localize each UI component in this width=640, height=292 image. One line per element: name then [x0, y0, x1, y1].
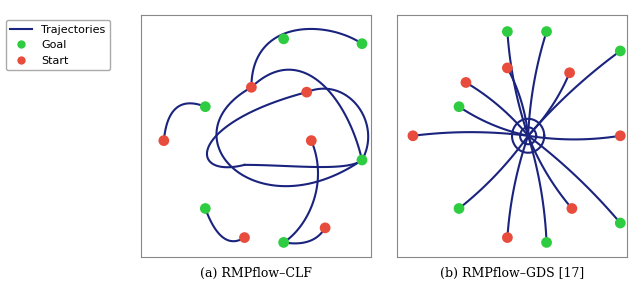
Point — [301, 90, 312, 95]
Point — [502, 235, 513, 240]
Point — [454, 104, 464, 109]
Point — [159, 138, 169, 143]
Point — [615, 133, 625, 138]
Point — [246, 85, 257, 90]
Point — [239, 235, 250, 240]
Point — [615, 49, 625, 53]
Point — [357, 41, 367, 46]
Point — [541, 29, 552, 34]
Point — [454, 206, 464, 211]
Point — [278, 240, 289, 245]
Point — [408, 133, 418, 138]
Point — [564, 70, 575, 75]
Text: (a) RMPflow–CLF: (a) RMPflow–CLF — [200, 267, 312, 280]
Point — [502, 29, 513, 34]
Point — [541, 240, 552, 245]
Point — [567, 206, 577, 211]
Point — [461, 80, 471, 85]
Point — [357, 158, 367, 162]
Point — [502, 66, 513, 70]
Point — [320, 225, 330, 230]
Point — [615, 221, 625, 225]
Text: (b) RMPflow–GDS [17]: (b) RMPflow–GDS [17] — [440, 267, 584, 280]
Point — [306, 138, 316, 143]
Legend: Trajectories, Goal, Start: Trajectories, Goal, Start — [6, 20, 110, 70]
Point — [200, 104, 211, 109]
Point — [200, 206, 211, 211]
Point — [278, 36, 289, 41]
